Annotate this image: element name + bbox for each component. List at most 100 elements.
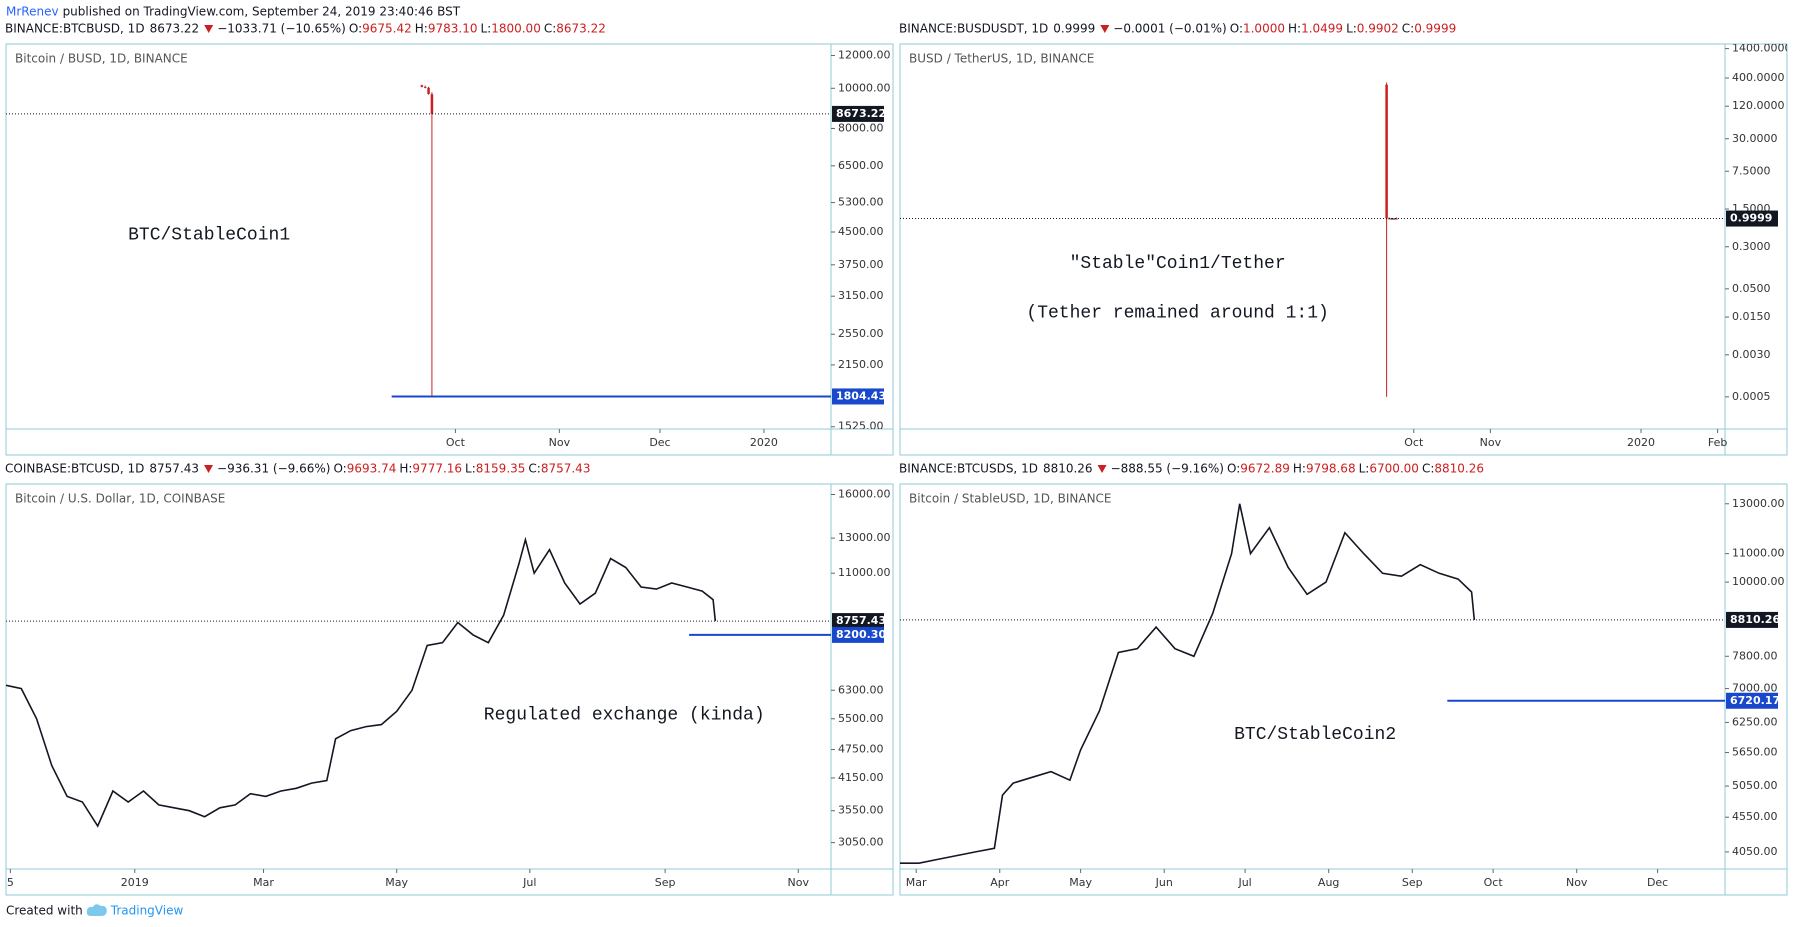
ohlc-value: 1.0000	[1243, 22, 1285, 36]
ohlc-label: O:	[1227, 462, 1240, 476]
symbol: BINANCE:BTCBUSD, 1D	[5, 22, 145, 36]
pane-title: Bitcoin / U.S. Dollar, 1D, COINBASE	[15, 492, 225, 506]
x-tick-label: Sep	[1402, 876, 1423, 889]
y-tick-label: 3050.00	[838, 836, 884, 849]
y-tick-label: 10000.00	[1732, 575, 1785, 588]
ohlc-value: 1.0499	[1301, 22, 1343, 36]
y-tick-label: 5300.00	[838, 196, 884, 209]
price-axis: 16000.00 13000.00 11000.00 6300.00 5500.00 47…	[831, 487, 891, 849]
y-tick-label: 3750.00	[838, 258, 884, 271]
y-tick-label: 12000.00	[838, 48, 891, 61]
ohlc-label: L:	[1346, 22, 1357, 36]
published-line: published on TradingView.com, September …	[63, 5, 461, 19]
pane	[899, 483, 1788, 896]
y-tick-label: 6300.00	[838, 683, 884, 696]
x-tick-label: Sep	[655, 876, 676, 889]
ohlc-value: 9798.68	[1306, 462, 1356, 476]
y-tick-label: 30.0000	[1732, 132, 1778, 145]
last-price: 0.9999	[1053, 22, 1095, 36]
ohlc-label: L:	[1359, 462, 1370, 476]
ohlc-value: 8757.43	[541, 462, 591, 476]
ohlc-label: C:	[1402, 22, 1414, 36]
y-tick-label: 6250.00	[1732, 715, 1778, 728]
level-label: 8200.30	[836, 628, 886, 641]
ohlc-label: O:	[1230, 22, 1243, 36]
ohlc-label: O:	[349, 22, 362, 36]
x-tick-label: 2020	[1627, 436, 1655, 449]
annotation: "Stable"Coin1/Tether	[1070, 254, 1286, 274]
price-line	[900, 503, 1476, 864]
plot	[900, 503, 1476, 864]
y-tick-label: 0.0500	[1732, 282, 1771, 295]
change: −888.55 (−9.16%)	[1111, 462, 1224, 476]
x-tick-label: Apr	[990, 876, 1010, 889]
candle-body	[1395, 218, 1398, 220]
y-tick-label: 0.0030	[1732, 348, 1771, 361]
annotation: BTC/StableCoin1	[128, 225, 290, 245]
change: −1033.71 (−10.65%)	[217, 22, 346, 36]
y-tick-label: 11000.00	[1732, 547, 1785, 560]
level-label: 1804.43	[836, 389, 886, 402]
ohlc-label: C:	[528, 462, 540, 476]
y-tick-label: 4550.00	[1732, 810, 1778, 823]
x-tick-label: Mar	[906, 876, 927, 889]
author[interactable]: MrRenev	[6, 5, 59, 19]
candle-body	[430, 94, 434, 114]
x-tick-label: Jun	[1155, 876, 1173, 889]
x-tick-label: 2019	[121, 876, 149, 889]
price-line	[6, 536, 717, 828]
y-tick-label: 10000.00	[838, 81, 891, 94]
ohlc-value: 9693.74	[347, 462, 397, 476]
x-tick-label: Mar	[253, 876, 274, 889]
price-axis: 13000.00 11000.00 10000.00 7800.00 7000.00 62…	[1725, 497, 1785, 858]
ohlc-label: H:	[1293, 462, 1306, 476]
candle-body	[1385, 84, 1388, 219]
pane	[5, 43, 894, 456]
pane-title: Bitcoin / BUSD, 1D, BINANCE	[15, 52, 188, 66]
x-tick-label: Nov	[788, 876, 810, 889]
y-tick-label: 0.0005	[1732, 390, 1771, 403]
y-tick-label: 6500.00	[838, 159, 884, 172]
y-tick-label: 4050.00	[1732, 845, 1778, 858]
x-tick-label: May	[385, 876, 408, 889]
y-tick-label: 5650.00	[1732, 746, 1778, 759]
y-tick-label: 8000.00	[838, 121, 884, 134]
ohlc-value: 8159.35	[476, 462, 526, 476]
level-label: 6720.17	[1730, 694, 1780, 707]
price-axis: 12000.00 10000.00 8000.00 6500.00 5300.00 450…	[831, 48, 891, 429]
plot	[420, 84, 434, 397]
y-tick-label: 4750.00	[838, 743, 884, 756]
ohlc-value: 0.9999	[1414, 22, 1456, 36]
candle-body	[420, 85, 424, 87]
last-price-label: 0.9999	[1730, 212, 1772, 225]
y-tick-label: 3150.00	[838, 289, 884, 302]
y-tick-label: 7.5000	[1732, 164, 1771, 177]
price-axis: 1400.0000400.0000120.000030.00007.50001.…	[1725, 44, 1787, 403]
x-tick-label: Nov	[1480, 436, 1502, 449]
created-with: Created with	[6, 904, 83, 918]
annotation: Regulated exchange (kinda)	[484, 705, 765, 725]
symbol: COINBASE:BTCUSD, 1D	[5, 462, 144, 476]
plot	[1385, 82, 1398, 397]
down-triangle	[1100, 25, 1110, 33]
last-price-box	[1726, 210, 1778, 227]
y-tick-label: 2150.00	[838, 358, 884, 371]
x-tick-label: 2020	[750, 436, 778, 449]
ohlc-value: 8673.22	[556, 22, 606, 36]
pane	[5, 483, 894, 896]
y-tick-label: 5500.00	[838, 712, 884, 725]
y-tick-label: 2550.00	[838, 327, 884, 340]
brand[interactable]: TradingView	[110, 904, 184, 918]
y-tick-label: 4150.00	[838, 771, 884, 784]
ohlc-value: 6700.00	[1369, 462, 1419, 476]
change: −0.0001 (−0.01%)	[1113, 22, 1226, 36]
x-tick-label: Oct	[1484, 876, 1504, 889]
annotation: (Tether remained around 1:1)	[1026, 304, 1328, 324]
tradingview-logo	[86, 904, 107, 916]
ohlc-label: H:	[399, 462, 412, 476]
y-tick-label: 13000.00	[838, 531, 891, 544]
x-tick-label: Feb	[1708, 436, 1727, 449]
pane-title: BUSD / TetherUS, 1D, BINANCE	[909, 52, 1094, 66]
candle-body	[1392, 218, 1396, 220]
level-box	[1726, 692, 1778, 709]
